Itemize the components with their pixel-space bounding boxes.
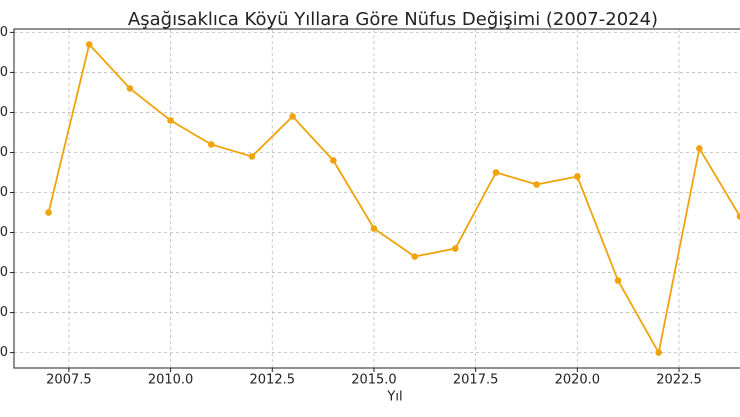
point bbox=[533, 181, 540, 188]
point bbox=[85, 41, 93, 48]
point bbox=[248, 153, 256, 160]
y-tick-label: 150 bbox=[0, 145, 8, 160]
y-tick-label: 170 bbox=[0, 65, 8, 80]
y-tick-label: 160 bbox=[0, 105, 8, 120]
x-tick-label: 2010.0 bbox=[148, 373, 194, 388]
point bbox=[370, 225, 378, 232]
point bbox=[45, 209, 52, 216]
point bbox=[289, 113, 296, 120]
chart-title: Aşağısaklıca Köyü Yıllara Göre Nüfus Değ… bbox=[128, 9, 658, 30]
point bbox=[736, 213, 740, 220]
x-tick-label: 2022.5 bbox=[656, 373, 702, 388]
point bbox=[696, 145, 703, 152]
y-tick-label: 110 bbox=[0, 305, 8, 320]
point bbox=[207, 141, 215, 148]
x-tick-label: 2015.0 bbox=[351, 373, 397, 388]
y-tick-label: 140 bbox=[0, 185, 8, 200]
point bbox=[655, 349, 662, 356]
x-tick-label: 2007.5 bbox=[46, 373, 92, 388]
line bbox=[47, 42, 740, 356]
x-tick-label: 2012.5 bbox=[250, 373, 296, 388]
x-axis-label: Yıl bbox=[386, 390, 402, 405]
point bbox=[411, 253, 418, 260]
point bbox=[614, 277, 622, 284]
y-tick-label: 120 bbox=[0, 265, 8, 280]
point bbox=[574, 173, 581, 180]
point bbox=[126, 85, 134, 92]
y-tick-label: 100 bbox=[0, 345, 8, 360]
point bbox=[329, 157, 337, 164]
plot-frame bbox=[13, 28, 740, 369]
y-tick-label: 130 bbox=[0, 225, 8, 240]
x-tick-label: 2017.5 bbox=[453, 373, 499, 388]
x-tick-label: 2020.0 bbox=[555, 373, 601, 388]
point bbox=[492, 169, 500, 176]
point bbox=[167, 117, 174, 124]
point bbox=[452, 245, 459, 252]
y-tick-label: 180 bbox=[0, 25, 8, 40]
